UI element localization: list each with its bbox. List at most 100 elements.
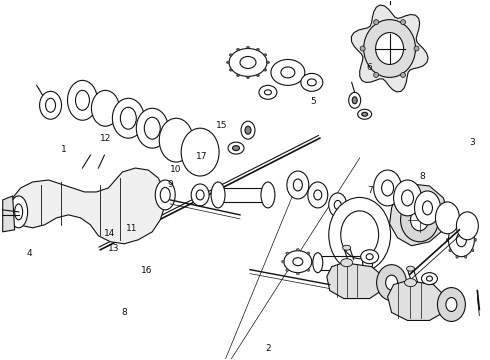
Ellipse shape [121, 107, 136, 129]
Ellipse shape [181, 128, 219, 176]
Text: 13: 13 [108, 244, 120, 253]
Ellipse shape [311, 260, 314, 263]
Ellipse shape [296, 273, 299, 275]
Text: 6: 6 [367, 63, 372, 72]
Polygon shape [351, 5, 428, 92]
Ellipse shape [401, 190, 414, 206]
Ellipse shape [245, 126, 251, 134]
Ellipse shape [211, 182, 225, 208]
Ellipse shape [449, 249, 451, 252]
Ellipse shape [456, 212, 478, 240]
Ellipse shape [229, 54, 232, 56]
Text: 12: 12 [100, 134, 111, 143]
Ellipse shape [308, 182, 328, 208]
Text: 16: 16 [141, 266, 152, 275]
Ellipse shape [237, 48, 240, 51]
Ellipse shape [382, 180, 393, 196]
Ellipse shape [436, 202, 460, 234]
Polygon shape [390, 184, 447, 246]
Ellipse shape [226, 61, 229, 64]
Ellipse shape [415, 191, 441, 225]
Ellipse shape [446, 238, 449, 241]
Ellipse shape [347, 205, 363, 225]
Ellipse shape [376, 32, 404, 64]
Ellipse shape [341, 211, 379, 259]
Text: 8: 8 [419, 172, 425, 181]
Ellipse shape [293, 258, 303, 266]
Ellipse shape [265, 90, 271, 95]
Ellipse shape [405, 279, 416, 287]
Text: 17: 17 [196, 152, 208, 161]
Ellipse shape [456, 233, 466, 247]
Ellipse shape [374, 72, 379, 77]
Polygon shape [388, 280, 445, 320]
Ellipse shape [15, 204, 23, 220]
Ellipse shape [438, 288, 465, 321]
Ellipse shape [240, 57, 256, 68]
Polygon shape [2, 196, 15, 232]
Ellipse shape [10, 196, 27, 228]
Ellipse shape [471, 249, 474, 252]
Ellipse shape [229, 69, 232, 71]
Ellipse shape [46, 98, 55, 112]
Ellipse shape [286, 252, 289, 255]
Polygon shape [327, 263, 384, 298]
Ellipse shape [422, 201, 433, 215]
Ellipse shape [237, 74, 240, 77]
Ellipse shape [256, 74, 260, 77]
Ellipse shape [374, 20, 379, 24]
Ellipse shape [400, 20, 406, 24]
Ellipse shape [407, 266, 415, 271]
Text: 11: 11 [126, 224, 137, 233]
Ellipse shape [271, 59, 305, 85]
Text: 3: 3 [469, 138, 475, 147]
Polygon shape [9, 168, 165, 244]
Ellipse shape [229, 49, 267, 76]
Ellipse shape [411, 209, 428, 231]
Ellipse shape [284, 251, 312, 273]
Ellipse shape [329, 193, 347, 217]
Ellipse shape [92, 90, 120, 126]
Ellipse shape [363, 253, 372, 273]
Ellipse shape [334, 201, 341, 210]
Ellipse shape [144, 117, 160, 139]
Text: 2: 2 [266, 344, 271, 353]
Ellipse shape [307, 252, 310, 255]
Ellipse shape [294, 179, 302, 191]
Ellipse shape [112, 98, 144, 138]
Ellipse shape [314, 190, 322, 200]
Ellipse shape [393, 180, 421, 216]
Ellipse shape [349, 92, 361, 108]
Ellipse shape [241, 121, 255, 139]
Ellipse shape [456, 255, 458, 258]
Text: 10: 10 [170, 166, 181, 175]
Ellipse shape [400, 72, 406, 77]
Ellipse shape [307, 269, 310, 271]
Ellipse shape [341, 259, 353, 267]
Ellipse shape [246, 46, 249, 49]
Ellipse shape [449, 228, 451, 231]
Ellipse shape [228, 142, 244, 154]
Ellipse shape [259, 85, 277, 99]
Ellipse shape [313, 253, 323, 273]
Ellipse shape [261, 182, 275, 208]
Ellipse shape [374, 170, 401, 206]
Ellipse shape [267, 61, 270, 64]
Ellipse shape [414, 46, 419, 51]
Ellipse shape [465, 255, 467, 258]
Ellipse shape [136, 108, 168, 148]
Ellipse shape [446, 298, 457, 311]
Ellipse shape [159, 118, 193, 162]
Text: 7: 7 [367, 186, 372, 195]
Ellipse shape [358, 109, 371, 119]
Ellipse shape [361, 250, 379, 264]
Ellipse shape [352, 97, 357, 104]
Ellipse shape [471, 228, 474, 231]
Ellipse shape [160, 188, 170, 202]
Ellipse shape [286, 269, 289, 271]
Ellipse shape [456, 221, 458, 224]
Ellipse shape [362, 112, 368, 116]
Ellipse shape [233, 146, 240, 150]
Ellipse shape [400, 198, 439, 242]
Ellipse shape [377, 265, 407, 301]
